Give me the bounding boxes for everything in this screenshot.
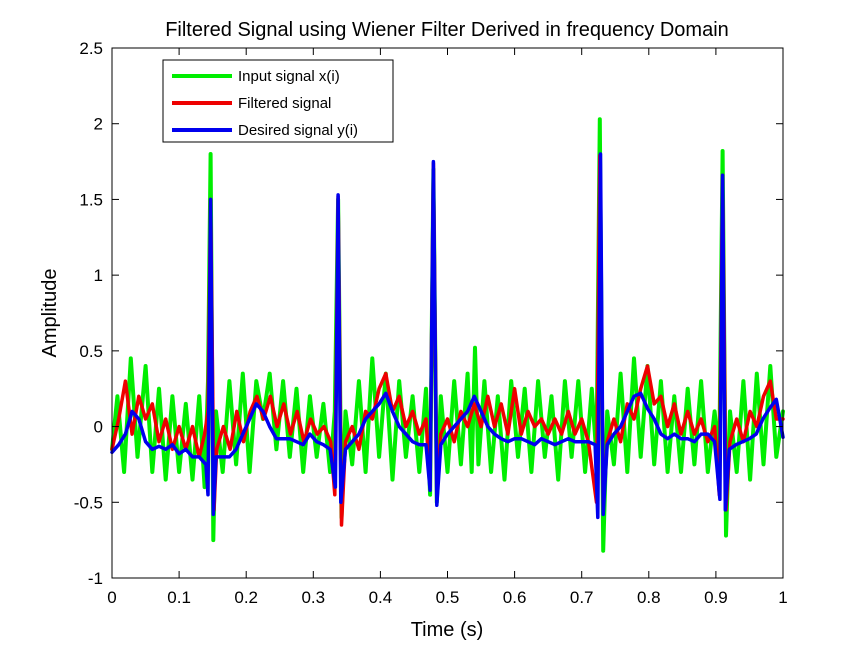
x-tick-label: 0.5 xyxy=(436,588,460,607)
x-tick-label: 0.3 xyxy=(301,588,325,607)
x-tick-label: 0.7 xyxy=(570,588,594,607)
y-tick-label: 1.5 xyxy=(79,190,103,209)
x-tick-label: 1 xyxy=(778,588,787,607)
series-line-3 xyxy=(110,152,785,520)
legend-label-1: Input signal x(i) xyxy=(238,68,340,85)
legend-entries: Input signal x(i) Filtered signal Desired … xyxy=(172,68,358,139)
legend-label-3: Desired signal y(i) xyxy=(238,122,358,139)
legend: Input signal x(i) Filtered signal Desired … xyxy=(162,59,394,143)
x-tick-label: 0.6 xyxy=(503,588,527,607)
x-tick-label: 0 xyxy=(107,588,116,607)
x-tick-label: 0.4 xyxy=(369,588,393,607)
y-tick-label: 2.5 xyxy=(79,39,103,58)
x-tick-label: 0.9 xyxy=(704,588,728,607)
x-tick-label: 0.2 xyxy=(234,588,258,607)
chart-title: Filtered Signal using Wiener Filter Deri… xyxy=(165,19,729,41)
legend-label-2: Filtered signal xyxy=(238,95,331,112)
x-tick-label: 0.1 xyxy=(167,588,191,607)
y-axis-label: Amplitude xyxy=(39,269,61,358)
y-tick-label: 2 xyxy=(94,115,103,134)
x-tick-label: 0.8 xyxy=(637,588,661,607)
x-axis-label: Time (s) xyxy=(411,619,484,641)
ticks-layer: 0 0.1 0.2 0.3 0.4 0.5 0.6 0.7 0.8 0.9 1 -1 -0.5 0 0.5 1… xyxy=(74,39,788,607)
y-tick-label: 0.5 xyxy=(79,342,103,361)
y-tick-label: 1 xyxy=(94,266,103,285)
series-layer xyxy=(110,117,785,553)
y-tick-label: -1 xyxy=(88,569,103,588)
y-tick-label: -0.5 xyxy=(74,493,103,512)
y-tick-label: 0 xyxy=(94,418,103,437)
